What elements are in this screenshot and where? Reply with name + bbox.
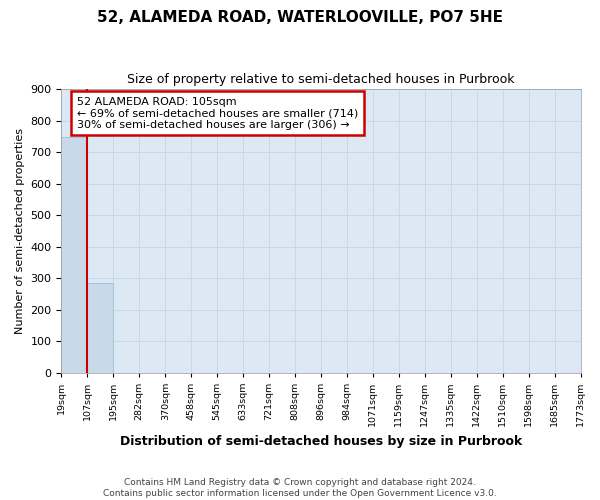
Text: 52 ALAMEDA ROAD: 105sqm
← 69% of semi-detached houses are smaller (714)
30% of s: 52 ALAMEDA ROAD: 105sqm ← 69% of semi-de… bbox=[77, 96, 358, 130]
Text: Contains HM Land Registry data © Crown copyright and database right 2024.
Contai: Contains HM Land Registry data © Crown c… bbox=[103, 478, 497, 498]
Bar bbox=[61, 136, 88, 372]
Bar bbox=[88, 283, 113, 372]
Title: Size of property relative to semi-detached houses in Purbrook: Size of property relative to semi-detach… bbox=[127, 72, 515, 86]
Text: 52, ALAMEDA ROAD, WATERLOOVILLE, PO7 5HE: 52, ALAMEDA ROAD, WATERLOOVILLE, PO7 5HE bbox=[97, 10, 503, 25]
Y-axis label: Number of semi-detached properties: Number of semi-detached properties bbox=[15, 128, 25, 334]
X-axis label: Distribution of semi-detached houses by size in Purbrook: Distribution of semi-detached houses by … bbox=[120, 434, 522, 448]
